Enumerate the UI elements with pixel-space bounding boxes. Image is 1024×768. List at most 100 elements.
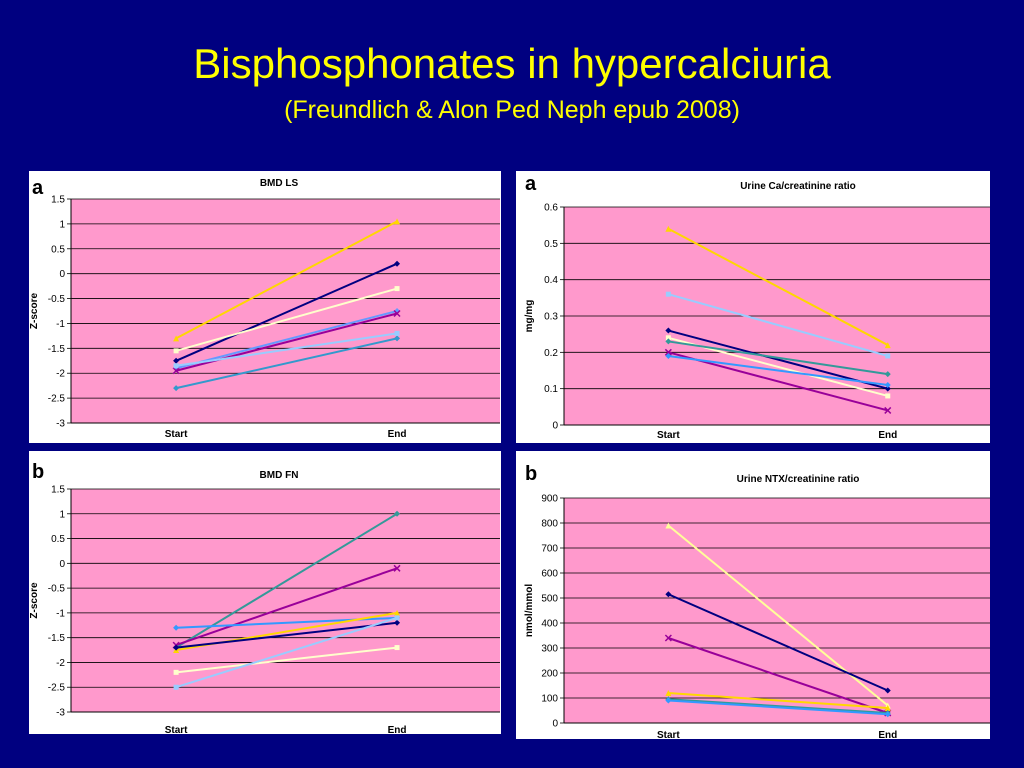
slide-title: Bisphosphonates in hypercalciuria xyxy=(193,40,831,87)
chart-panel-urine-ca: a Urine Ca/creatinine ratio 0.6 0.5 0.4 0.3 0.… xyxy=(516,171,990,443)
series-point-start-1 xyxy=(665,225,672,232)
chart-bmd-fn: b BMD FN 1.5 1 0.5 0 -0.5 -1 -1.5 -2 -2.5 -3 Start En… xyxy=(29,461,500,734)
y-tick-label: 100 xyxy=(541,694,558,705)
series-point-start-3 xyxy=(173,348,179,354)
series-line-1 xyxy=(175,220,398,340)
series-point-start-5 xyxy=(173,644,180,651)
series-point-end-4 xyxy=(394,609,401,616)
series-point-end-4 xyxy=(884,705,891,711)
x-category-label: End xyxy=(878,730,897,739)
series-point-start-2 xyxy=(173,357,180,364)
series-point-end-3 xyxy=(394,286,400,292)
y-tick-label: 1 xyxy=(59,509,65,520)
panel-letter: a xyxy=(525,173,537,195)
series-point-start-3 xyxy=(173,624,180,631)
series-point-end-2-stroke-b xyxy=(393,564,401,572)
series-line-5 xyxy=(668,340,888,376)
chart-title: BMD LS xyxy=(260,178,299,189)
x-category-label: Start xyxy=(657,430,680,441)
series-point-end-6 xyxy=(394,645,400,651)
series-line-4 xyxy=(668,692,888,709)
series-line-2 xyxy=(668,293,889,357)
series-point-end-3 xyxy=(884,385,891,392)
y-tick-label: 1.5 xyxy=(51,485,65,496)
series-point-end-2 xyxy=(393,564,401,572)
series-line-2 xyxy=(175,262,398,362)
plot-area xyxy=(564,498,990,723)
series-point-end-6-stroke-b xyxy=(884,406,892,414)
plot-area xyxy=(71,199,500,423)
panel-letter: b xyxy=(32,461,44,483)
y-tick-label: 600 xyxy=(541,569,558,580)
y-tick-label: -2.5 xyxy=(48,394,66,405)
panel-letter: b xyxy=(525,463,537,485)
series-point-end-6 xyxy=(884,406,892,414)
series-point-start-6 xyxy=(173,385,180,392)
series-point-end-6 xyxy=(884,711,891,718)
series-point-start-4 xyxy=(665,335,671,341)
series-point-start-5 xyxy=(665,338,672,345)
series-point-end-1 xyxy=(394,218,401,225)
chart-urine-ca: a Urine Ca/creatinine ratio 0.6 0.5 0.4 0.3 0.… xyxy=(524,173,990,441)
series-point-end-7 xyxy=(884,382,891,389)
y-tick-label: -0.5 xyxy=(48,584,66,595)
series-point-start-3-stroke-b xyxy=(664,634,672,642)
y-tick-label: 0.5 xyxy=(544,239,558,250)
series-point-start-4 xyxy=(665,690,672,696)
y-tick-label: 0.2 xyxy=(544,348,558,359)
y-tick-label: 0.5 xyxy=(51,534,65,545)
series-point-start-5-stroke-b xyxy=(172,367,180,375)
series-point-end-7 xyxy=(394,615,400,621)
slide-subtitle: (Freundlich & Alon Ped Neph epub 2008) xyxy=(284,96,740,124)
series-point-start-3 xyxy=(664,634,672,642)
series-point-end-2 xyxy=(885,353,891,359)
plot-area xyxy=(71,489,500,712)
y-axis-label: mg/mg xyxy=(524,300,535,333)
series-line-3 xyxy=(668,329,889,390)
series-line-2 xyxy=(175,567,398,647)
x-category-label: End xyxy=(388,429,407,440)
y-tick-label: 0.5 xyxy=(51,244,65,255)
series-line-5 xyxy=(668,698,888,714)
y-tick-label: -2 xyxy=(56,658,65,669)
y-tick-label: 200 xyxy=(541,669,558,680)
chart-bmd-ls: a BMD LS 1.5 1 0.5 0 -0.5 -1 -1.5 -2 -2.5 -3 Start En… xyxy=(29,177,500,440)
y-axis-label: Z-score xyxy=(29,582,40,619)
y-tick-label: 0.3 xyxy=(544,312,558,323)
y-tick-label: 0 xyxy=(59,559,65,570)
x-category-label: Start xyxy=(657,730,680,739)
series-line-5 xyxy=(175,621,398,649)
chart-title: BMD FN xyxy=(260,470,299,481)
series-point-start-7 xyxy=(173,684,179,690)
y-tick-label: 0 xyxy=(552,421,558,432)
y-tick-label: 900 xyxy=(541,494,558,505)
chart-title: Urine NTX/creatinine ratio xyxy=(737,474,860,485)
series-point-end-6 xyxy=(394,335,401,342)
y-tick-label: -3 xyxy=(56,708,65,719)
series-point-start-6-stroke-b xyxy=(664,348,672,356)
series-point-start-2 xyxy=(665,291,671,297)
chart-title: Urine Ca/creatinine ratio xyxy=(740,181,856,192)
series-point-start-7 xyxy=(665,352,672,359)
y-tick-label: 0.4 xyxy=(544,275,558,286)
y-tick-label: -1.5 xyxy=(48,633,66,644)
y-tick-label: -3 xyxy=(56,419,65,430)
y-tick-label: -1.5 xyxy=(48,344,66,355)
y-tick-label: 1 xyxy=(59,219,65,230)
series-point-end-5 xyxy=(393,309,401,318)
y-tick-label: -2 xyxy=(56,369,65,380)
series-line-6 xyxy=(175,646,398,674)
y-axis-label: Z-score xyxy=(29,293,40,330)
series-line-6 xyxy=(668,699,888,716)
x-category-label: Start xyxy=(165,429,188,440)
y-tick-label: -2.5 xyxy=(48,683,66,694)
series-point-start-5 xyxy=(172,367,180,375)
y-tick-label: 0 xyxy=(59,269,65,280)
series-point-start-1 xyxy=(173,335,180,342)
chart-panel-urine-ntx: b Urine NTX/creatinine ratio 900 800 700 600 5… xyxy=(516,451,990,739)
x-category-label: End xyxy=(878,430,897,441)
series-point-start-6 xyxy=(665,697,672,704)
panel-letter: a xyxy=(32,177,44,199)
y-axis-label: nmol/mmol xyxy=(524,584,535,638)
series-line-7 xyxy=(668,354,888,387)
